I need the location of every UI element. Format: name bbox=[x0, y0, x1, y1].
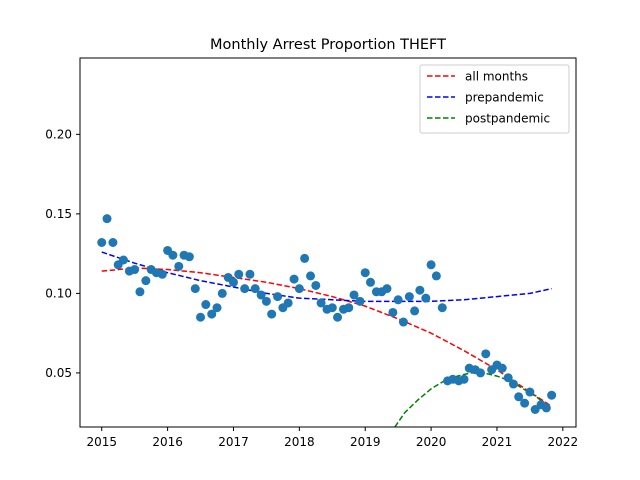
data-point bbox=[273, 292, 283, 302]
data-point bbox=[207, 309, 217, 319]
x-tick-label: 2019 bbox=[350, 435, 381, 449]
data-point bbox=[217, 288, 227, 298]
data-point bbox=[497, 363, 507, 373]
data-point bbox=[250, 284, 260, 294]
x-tick-label: 2018 bbox=[284, 435, 315, 449]
data-point bbox=[541, 403, 551, 413]
data-point bbox=[118, 255, 128, 265]
data-point bbox=[234, 269, 244, 279]
data-point bbox=[245, 269, 255, 279]
data-point bbox=[97, 238, 107, 247]
data-point bbox=[360, 268, 370, 278]
data-point bbox=[283, 298, 293, 308]
y-tick-label: 0.20 bbox=[45, 127, 72, 141]
chart-title: Monthly Arrest Proportion THEFT bbox=[210, 37, 446, 53]
x-tick-label: 2020 bbox=[416, 435, 447, 449]
data-point bbox=[382, 284, 392, 294]
y-tick-label: 0.05 bbox=[45, 366, 72, 380]
data-point bbox=[306, 271, 316, 281]
data-point bbox=[525, 387, 535, 397]
y-tick-label: 0.10 bbox=[45, 286, 72, 300]
data-point bbox=[393, 295, 403, 305]
legend-box bbox=[419, 64, 570, 134]
y-tick-label: 0.15 bbox=[45, 207, 72, 221]
data-point bbox=[196, 312, 206, 322]
legend: all months prepandemic postpandemic bbox=[419, 64, 570, 134]
data-point bbox=[130, 265, 140, 275]
data-point bbox=[421, 293, 431, 303]
data-point bbox=[388, 307, 398, 317]
data-point bbox=[135, 287, 145, 297]
series-line-postpandemic bbox=[394, 372, 551, 427]
x-tick-label: 2017 bbox=[218, 435, 249, 449]
data-point bbox=[190, 284, 200, 294]
axes-frame bbox=[79, 57, 577, 428]
data-point bbox=[141, 276, 151, 286]
axes-ticks: 2015 2016 2017 2018 2019 2020 2021 2022 0.05 0.10… bbox=[45, 127, 578, 449]
data-point bbox=[426, 260, 436, 270]
data-point bbox=[267, 309, 277, 319]
data-point bbox=[102, 214, 112, 224]
data-point bbox=[157, 269, 167, 279]
data-point bbox=[475, 368, 485, 378]
plot-area bbox=[97, 214, 557, 427]
legend-label: postpandemic bbox=[465, 112, 550, 126]
x-tick-label: 2016 bbox=[152, 435, 183, 449]
data-point bbox=[459, 374, 469, 384]
x-tick-label: 2021 bbox=[482, 435, 513, 449]
data-point bbox=[333, 312, 343, 322]
data-point bbox=[514, 392, 524, 402]
data-point bbox=[365, 277, 375, 287]
x-tick-label: 2022 bbox=[548, 435, 579, 449]
data-point bbox=[201, 300, 211, 310]
data-point bbox=[212, 303, 222, 313]
data-point bbox=[294, 284, 304, 294]
data-point bbox=[410, 306, 420, 316]
legend-label: all months bbox=[465, 70, 528, 84]
x-tick-label: 2015 bbox=[86, 435, 117, 449]
data-point bbox=[355, 296, 365, 306]
data-point bbox=[349, 290, 359, 300]
data-point bbox=[316, 298, 326, 308]
data-point bbox=[168, 250, 178, 260]
legend-label: prepandemic bbox=[465, 91, 544, 105]
data-point bbox=[398, 317, 408, 327]
data-point bbox=[508, 379, 518, 389]
data-point bbox=[240, 284, 250, 294]
data-point bbox=[311, 280, 321, 290]
data-point bbox=[503, 373, 513, 383]
data-point bbox=[404, 292, 414, 302]
data-point bbox=[481, 349, 491, 359]
data-point bbox=[184, 252, 194, 262]
data-point bbox=[437, 303, 447, 313]
data-point bbox=[344, 303, 354, 313]
data-point bbox=[289, 274, 299, 284]
data-point bbox=[108, 238, 118, 247]
data-point bbox=[228, 277, 238, 287]
series-line-prepandemic bbox=[101, 251, 552, 303]
data-point bbox=[431, 271, 441, 281]
data-point bbox=[327, 303, 337, 313]
data-point bbox=[300, 253, 310, 263]
data-point bbox=[547, 390, 557, 400]
data-point bbox=[261, 296, 271, 306]
data-point bbox=[256, 290, 266, 300]
data-point bbox=[415, 285, 425, 295]
data-point bbox=[174, 261, 184, 271]
data-point bbox=[520, 398, 530, 408]
